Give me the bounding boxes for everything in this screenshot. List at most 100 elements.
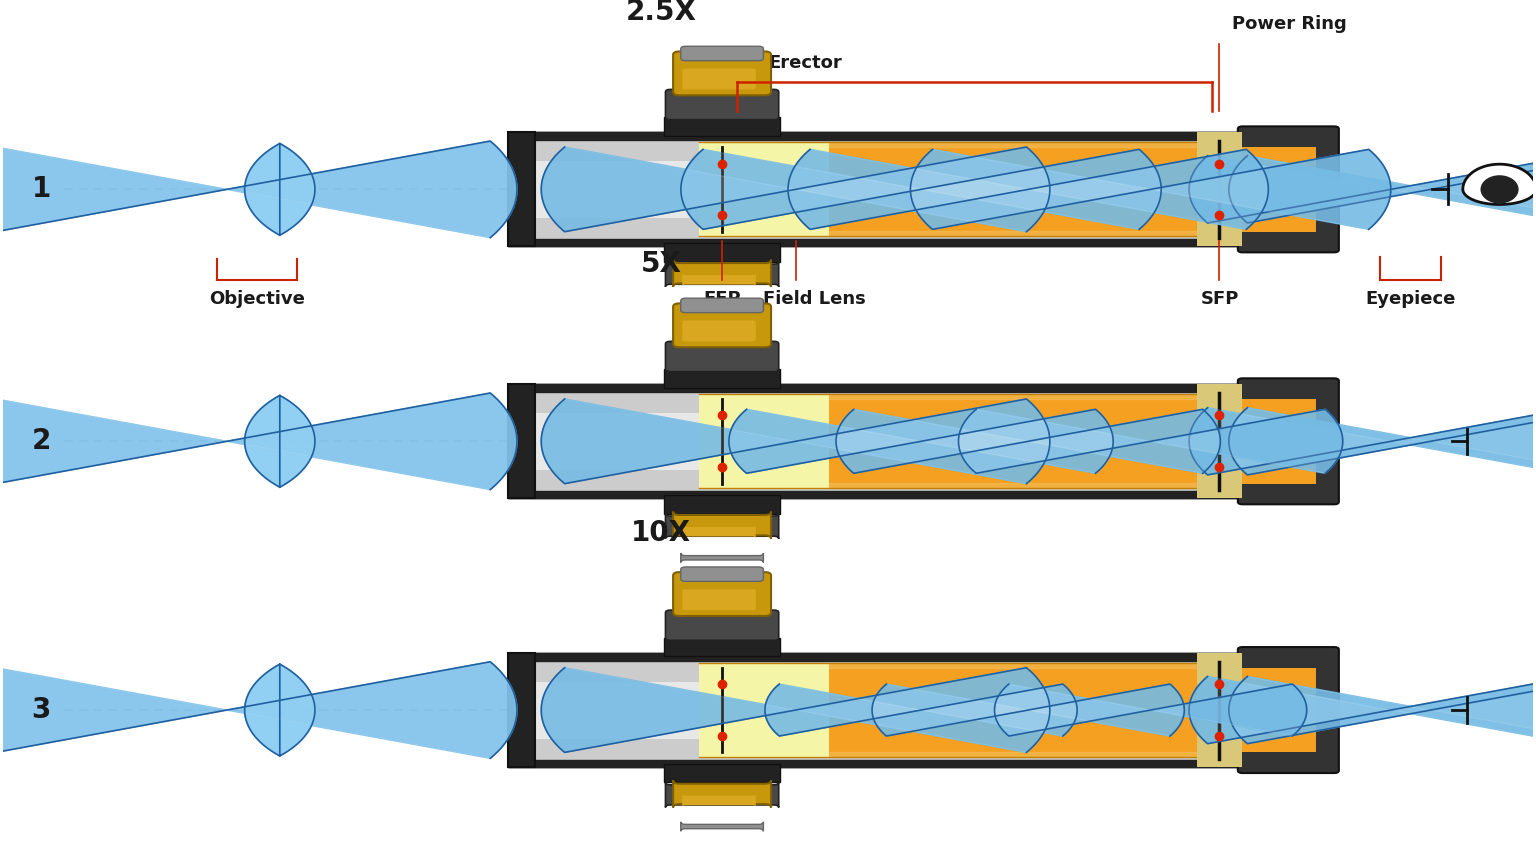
Polygon shape [244, 396, 315, 487]
FancyBboxPatch shape [665, 610, 779, 640]
Text: Power Ring: Power Ring [1232, 16, 1347, 33]
Polygon shape [836, 410, 1220, 473]
Polygon shape [0, 662, 518, 759]
Polygon shape [1189, 156, 1536, 223]
Bar [664, 243, 780, 262]
Polygon shape [0, 141, 518, 238]
Text: Erector: Erector [768, 54, 842, 72]
FancyBboxPatch shape [682, 321, 756, 341]
Polygon shape [508, 759, 1335, 767]
Bar [508, 384, 536, 499]
Polygon shape [829, 394, 1220, 399]
Polygon shape [1189, 677, 1536, 744]
FancyBboxPatch shape [665, 262, 779, 287]
FancyBboxPatch shape [673, 780, 771, 808]
Bar [508, 653, 536, 767]
Polygon shape [541, 399, 1049, 484]
Polygon shape [1229, 677, 1536, 744]
FancyBboxPatch shape [682, 589, 756, 610]
FancyBboxPatch shape [665, 513, 779, 539]
Text: FFP: FFP [703, 290, 740, 308]
Polygon shape [680, 149, 1161, 229]
Text: 1: 1 [31, 175, 51, 203]
FancyBboxPatch shape [682, 794, 756, 807]
Text: 2: 2 [31, 428, 51, 455]
Polygon shape [541, 147, 1049, 232]
Polygon shape [541, 668, 1049, 753]
Bar [1197, 132, 1243, 246]
FancyBboxPatch shape [680, 47, 763, 60]
Polygon shape [788, 149, 1269, 229]
Polygon shape [1229, 408, 1536, 475]
Bar [1243, 399, 1316, 484]
FancyBboxPatch shape [665, 782, 779, 808]
Polygon shape [1229, 677, 1536, 744]
Bar [508, 132, 1335, 246]
Bar [508, 161, 1335, 218]
FancyBboxPatch shape [665, 90, 779, 120]
Bar [699, 663, 829, 757]
Polygon shape [829, 232, 1220, 237]
FancyBboxPatch shape [673, 303, 771, 347]
Polygon shape [1189, 156, 1536, 223]
FancyBboxPatch shape [1238, 126, 1339, 252]
Bar [1243, 668, 1316, 753]
FancyBboxPatch shape [682, 525, 756, 538]
Text: 3: 3 [31, 696, 51, 724]
Polygon shape [958, 410, 1342, 473]
Text: 10X: 10X [631, 518, 691, 547]
Polygon shape [788, 149, 1269, 229]
Polygon shape [1229, 156, 1536, 223]
Bar [664, 369, 780, 388]
Polygon shape [836, 410, 1220, 473]
Polygon shape [829, 483, 1220, 488]
FancyBboxPatch shape [680, 822, 763, 831]
Bar [699, 394, 829, 488]
Polygon shape [541, 147, 1049, 232]
Text: Objective: Objective [209, 290, 304, 308]
Polygon shape [680, 149, 1161, 229]
Ellipse shape [1481, 176, 1518, 203]
Bar [664, 118, 780, 136]
Polygon shape [994, 684, 1307, 736]
FancyBboxPatch shape [673, 572, 771, 616]
Polygon shape [0, 141, 518, 238]
Polygon shape [541, 399, 1049, 484]
FancyBboxPatch shape [1238, 378, 1339, 505]
Bar [829, 663, 1220, 757]
Bar [508, 682, 1335, 739]
Polygon shape [1189, 408, 1536, 475]
Bar [664, 638, 780, 657]
Polygon shape [872, 684, 1184, 736]
FancyBboxPatch shape [680, 302, 763, 310]
Polygon shape [541, 668, 1049, 753]
Text: 5X: 5X [641, 250, 682, 278]
Polygon shape [872, 684, 1184, 736]
Polygon shape [1229, 156, 1536, 223]
Polygon shape [1229, 408, 1536, 475]
Text: Eyepiece: Eyepiece [1366, 290, 1456, 308]
Bar [508, 132, 536, 246]
FancyBboxPatch shape [673, 260, 771, 287]
FancyBboxPatch shape [1238, 647, 1339, 773]
Polygon shape [1462, 164, 1536, 205]
FancyBboxPatch shape [682, 273, 756, 286]
Polygon shape [730, 410, 1114, 473]
Polygon shape [911, 149, 1390, 229]
FancyBboxPatch shape [682, 68, 756, 90]
FancyBboxPatch shape [680, 298, 763, 313]
Bar [1243, 147, 1316, 232]
Text: SFP: SFP [1200, 290, 1238, 308]
Bar [664, 495, 780, 513]
Polygon shape [765, 684, 1077, 736]
Bar [508, 653, 1335, 767]
Text: Field Lens: Field Lens [762, 290, 865, 308]
Bar [1197, 653, 1243, 767]
Bar [829, 394, 1220, 488]
Bar [508, 384, 1335, 499]
Polygon shape [994, 684, 1307, 736]
Polygon shape [829, 752, 1220, 757]
Polygon shape [508, 239, 1335, 246]
Polygon shape [1189, 677, 1536, 744]
FancyBboxPatch shape [673, 511, 771, 539]
